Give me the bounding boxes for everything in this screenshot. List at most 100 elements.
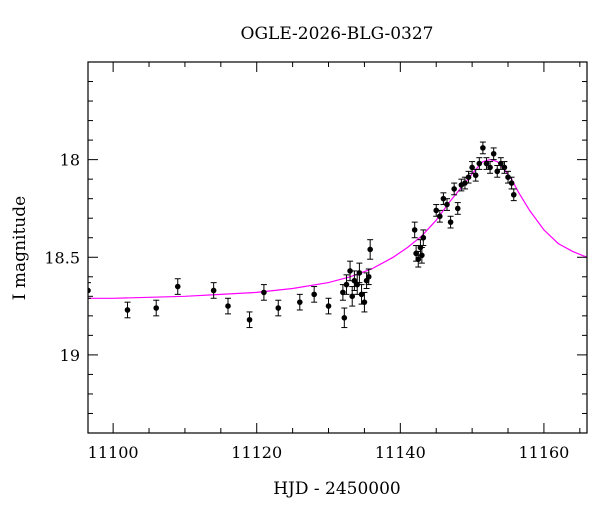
- data-marker: [433, 207, 440, 214]
- data-marker: [349, 293, 356, 300]
- data-point: [343, 274, 350, 295]
- data-point: [479, 141, 486, 155]
- data-marker: [476, 160, 483, 167]
- data-marker: [451, 186, 457, 192]
- data-point: [443, 198, 450, 211]
- y-axis-label: I magnitude: [10, 196, 30, 300]
- data-marker: [356, 270, 363, 276]
- data-point: [339, 284, 346, 301]
- data-marker: [490, 150, 497, 157]
- data-marker: [437, 213, 443, 220]
- data-point: [476, 157, 483, 170]
- data-marker: [510, 191, 517, 198]
- data-point: [497, 157, 504, 170]
- data-point: [447, 215, 454, 229]
- data-marker: [469, 164, 475, 171]
- data-marker: [367, 246, 373, 253]
- data-marker: [483, 160, 490, 167]
- model-curve: [88, 158, 587, 299]
- data-point: [347, 260, 354, 282]
- data-marker: [462, 180, 468, 186]
- chart-title: OGLE-2026-BLG-0327: [241, 24, 434, 44]
- data-marker: [498, 160, 504, 167]
- data-marker: [347, 268, 353, 274]
- data-marker: [275, 305, 282, 311]
- data-point: [501, 161, 508, 174]
- plot-area: [88, 141, 587, 329]
- data-point: [420, 229, 427, 247]
- y-tick-label: 19: [60, 346, 80, 365]
- data-marker: [341, 314, 348, 321]
- data-marker: [447, 219, 454, 225]
- data-point: [411, 221, 418, 239]
- data-marker: [325, 303, 332, 309]
- data-point: [365, 268, 372, 286]
- data-marker: [210, 287, 217, 294]
- data-point: [469, 161, 476, 174]
- data-marker: [420, 234, 427, 241]
- plot-frame: [87, 61, 588, 434]
- y-tick-label: 18: [60, 151, 80, 170]
- axis-ticks: 11100 11120 11140 11160 18 18.5 19: [44, 61, 587, 462]
- data-point: [418, 247, 425, 264]
- data-point: [296, 293, 303, 311]
- data-marker: [358, 291, 365, 298]
- data-marker: [246, 316, 253, 323]
- data-marker: [419, 252, 425, 259]
- x-axis-label: HJD - 2450000: [273, 479, 401, 499]
- data-point: [465, 170, 472, 184]
- data-point: [433, 204, 440, 217]
- data-point: [275, 299, 282, 317]
- data-marker: [480, 145, 486, 151]
- data-marker: [174, 283, 181, 290]
- data-marker: [225, 303, 231, 309]
- y-tick-label: 18.5: [44, 248, 80, 267]
- data-marker: [261, 289, 267, 296]
- data-point: [341, 307, 348, 329]
- data-marker: [343, 281, 350, 288]
- data-point: [246, 311, 253, 329]
- x-tick-label: 11140: [375, 443, 426, 462]
- data-point: [367, 239, 374, 260]
- data-point: [494, 164, 501, 178]
- x-tick-label: 11100: [88, 443, 139, 462]
- data-point: [124, 301, 131, 319]
- data-marker: [124, 307, 131, 313]
- data-point: [351, 270, 358, 291]
- data-marker: [365, 273, 372, 280]
- data-marker: [88, 287, 91, 294]
- data-marker: [440, 195, 447, 202]
- data-point: [153, 299, 160, 317]
- data-point: [349, 286, 356, 307]
- x-tick-label: 11120: [231, 443, 282, 462]
- data-point: [225, 297, 232, 315]
- data-marker: [494, 168, 501, 175]
- data-marker: [311, 291, 317, 298]
- data-point: [174, 278, 181, 295]
- data-point: [472, 168, 479, 182]
- data-marker: [454, 205, 461, 212]
- data-marker: [411, 227, 418, 233]
- data-marker: [361, 299, 368, 305]
- data-point: [451, 182, 458, 196]
- data-marker: [354, 281, 361, 288]
- data-point: [440, 192, 447, 206]
- data-point: [210, 282, 217, 299]
- data-marker: [340, 289, 346, 296]
- data-point: [311, 286, 318, 303]
- data-marker: [444, 201, 450, 208]
- data-marker: [415, 256, 422, 263]
- data-point: [260, 284, 267, 301]
- data-point: [454, 202, 461, 215]
- data-point: [487, 161, 494, 174]
- data-marker: [505, 174, 511, 181]
- data-point: [358, 284, 365, 305]
- data-marker: [501, 164, 508, 171]
- data-point: [325, 297, 332, 315]
- data-marker: [153, 305, 160, 311]
- data-point: [436, 209, 443, 223]
- data-marker: [297, 299, 303, 305]
- data-marker: [413, 250, 419, 257]
- data-point: [361, 291, 368, 313]
